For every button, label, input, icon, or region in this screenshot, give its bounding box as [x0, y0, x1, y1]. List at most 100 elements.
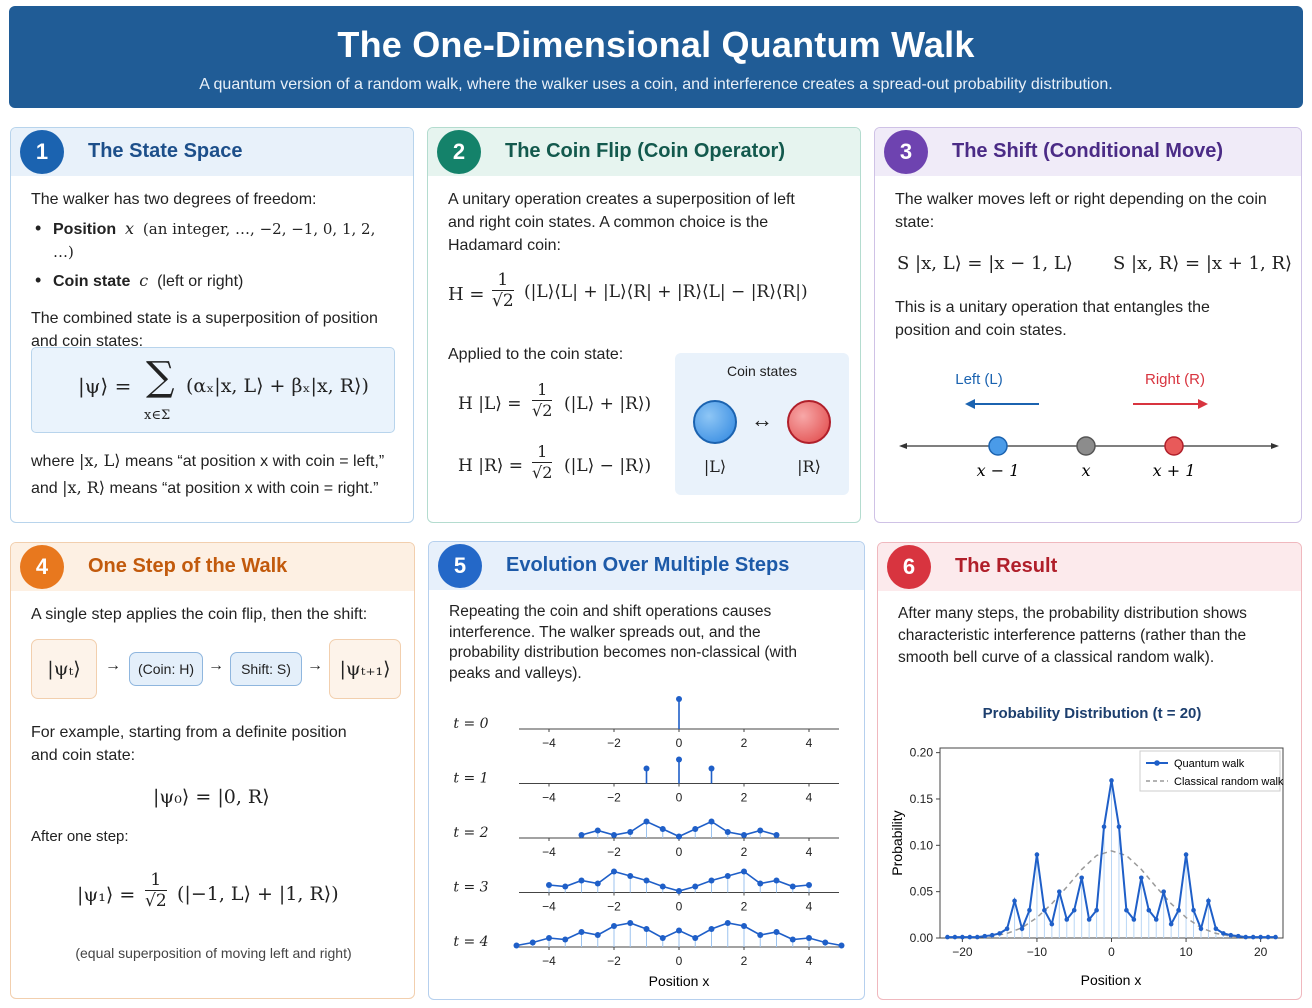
data-point [546, 882, 552, 888]
tick-label: 0 [676, 845, 683, 859]
x-tick-label: 20 [1254, 945, 1268, 959]
data-point [724, 873, 731, 879]
equation-rhs: (αₓ|x, L⟩ + βₓ|x, R⟩) [186, 375, 369, 397]
tick-label: −2 [607, 900, 621, 914]
data-point [708, 877, 715, 884]
equation-lhs: H = [448, 284, 485, 305]
data-point [724, 829, 731, 835]
data-point [757, 932, 764, 938]
tick-label: 0 [676, 736, 683, 750]
denominator: √2 [532, 463, 553, 482]
tick-label: 4 [806, 954, 813, 968]
shift-step-box: Shift: S) [230, 652, 302, 686]
data-point [676, 927, 682, 934]
data-point [676, 888, 682, 894]
quantum-data-point [1258, 934, 1263, 940]
data-point [757, 880, 764, 887]
quantum-data-point [1146, 907, 1152, 913]
data-point [627, 829, 634, 835]
tick-label-center: x [1081, 461, 1090, 480]
data-point [741, 868, 747, 875]
card-title: The Shift (Conditional Move) [952, 140, 1224, 162]
intro-text: Repeating the coin and shift operations … [449, 603, 798, 682]
sum-subscript: x∈Σ [144, 408, 171, 423]
page-header: The One-Dimensional Quantum Walk A quant… [9, 6, 1303, 108]
quantum-data-point [1057, 889, 1062, 894]
card-header: 4 One Step of the Walk [11, 543, 414, 591]
page-subtitle: A quantum version of a random walk, wher… [199, 76, 1113, 93]
chart-title: Probability Distribution (t = 20) [983, 705, 1202, 722]
tick-label-minus: x − 1 [977, 461, 1020, 480]
bullet-label: Coin state [53, 273, 131, 290]
data-point [578, 877, 585, 884]
numerator: 1 [532, 380, 553, 401]
hadamard-equation: H = 1 √2 (|L⟩⟨L| + |L⟩⟨R| + |R⟩⟨L| − |R⟩⟨… [448, 268, 858, 324]
quantum-data-point [1049, 921, 1055, 927]
legend-label-quantum: Quantum walk [1174, 758, 1245, 770]
quantum-data-point [1153, 917, 1159, 922]
quantum-data-point [1079, 875, 1084, 881]
coin-right-circle [787, 400, 831, 444]
double-arrow-icon: ↔ [751, 407, 773, 432]
coin-states-panel: Coin states ↔ |L⟩ |R⟩ [675, 353, 849, 495]
legend-marker-quantum [1154, 760, 1160, 766]
quantum-data-point [1094, 907, 1099, 913]
card-title: One Step of the Walk [88, 555, 288, 577]
quantum-data-point [960, 934, 965, 940]
data-point [789, 936, 796, 943]
quantum-data-point [1183, 852, 1189, 857]
intro-text: The walker moves left or right depending… [895, 191, 1267, 231]
data-point [562, 936, 569, 943]
eq-hl: H |L⟩ = 1 √2 (|L⟩ + |R⟩) [458, 380, 658, 430]
tick-label: −2 [607, 954, 621, 968]
right-label: Right (R) [1145, 371, 1205, 388]
position-left-dot [988, 436, 1008, 456]
data-point [676, 696, 682, 702]
data-point [594, 932, 601, 938]
data-point [659, 883, 666, 890]
x-axis-label: Position x [649, 973, 710, 989]
quantum-data-point [1086, 917, 1092, 922]
tick-label: −4 [542, 954, 556, 968]
numerator: 1 [532, 442, 553, 463]
flow-arrow-icon: → [208, 657, 224, 674]
x-tick-label: 10 [1179, 945, 1193, 959]
tick-label: 4 [806, 900, 813, 914]
coin-states-title: Coin states [726, 363, 798, 379]
tick-label: −4 [542, 900, 556, 914]
data-point [692, 826, 699, 832]
position-right-dot [1164, 436, 1184, 456]
data-point [643, 926, 650, 932]
text: where [31, 453, 75, 470]
data-point [529, 939, 536, 946]
intro-text: After many steps, the probability distri… [898, 605, 1247, 666]
data-point [838, 942, 845, 949]
quantum-data-point [1131, 917, 1137, 922]
card-state-space: 1 The State Space The walker has two deg… [10, 127, 414, 523]
data-point [643, 765, 650, 772]
quantum-data-point [1109, 778, 1114, 783]
quantum-data-point [1228, 932, 1234, 938]
data-point [708, 818, 715, 825]
footnote: (equal superposition of moving left and … [75, 945, 352, 961]
equation-lhs: |ψ₁⟩ = [77, 884, 136, 906]
number-line-left-end-icon [899, 443, 907, 449]
tick-label: 2 [741, 845, 748, 859]
evolution-chart: t = 0 −4 −2 0 2 4 t = 1 −4 −2 0 2 4 t = 2 −4 −2 0 2 4 t = … [453, 696, 845, 989]
quantum-data-point [1161, 889, 1166, 894]
data-point [611, 832, 617, 838]
quantum-data-point [1265, 934, 1271, 940]
data-point [627, 873, 634, 879]
example-text: For example, starting from a definite po… [31, 724, 347, 764]
fraction: 1 √2 [532, 380, 553, 421]
quantum-data-point [997, 931, 1002, 936]
x-tick-label: −20 [952, 945, 973, 959]
psi0-equation: |ψ₀⟩ = |0, R⟩ [153, 786, 270, 808]
unitary-note: This is a unitary operation that entangl… [895, 299, 1210, 339]
shift-diagram: Left (L) Right (R) x − 1 x x + 1 [899, 371, 1279, 480]
quantum-data-point [1198, 926, 1204, 932]
step-badge: 4 [20, 545, 64, 589]
data-point [643, 818, 650, 825]
equation-lhs: H |R⟩ = [458, 456, 524, 476]
data-point [513, 942, 520, 949]
